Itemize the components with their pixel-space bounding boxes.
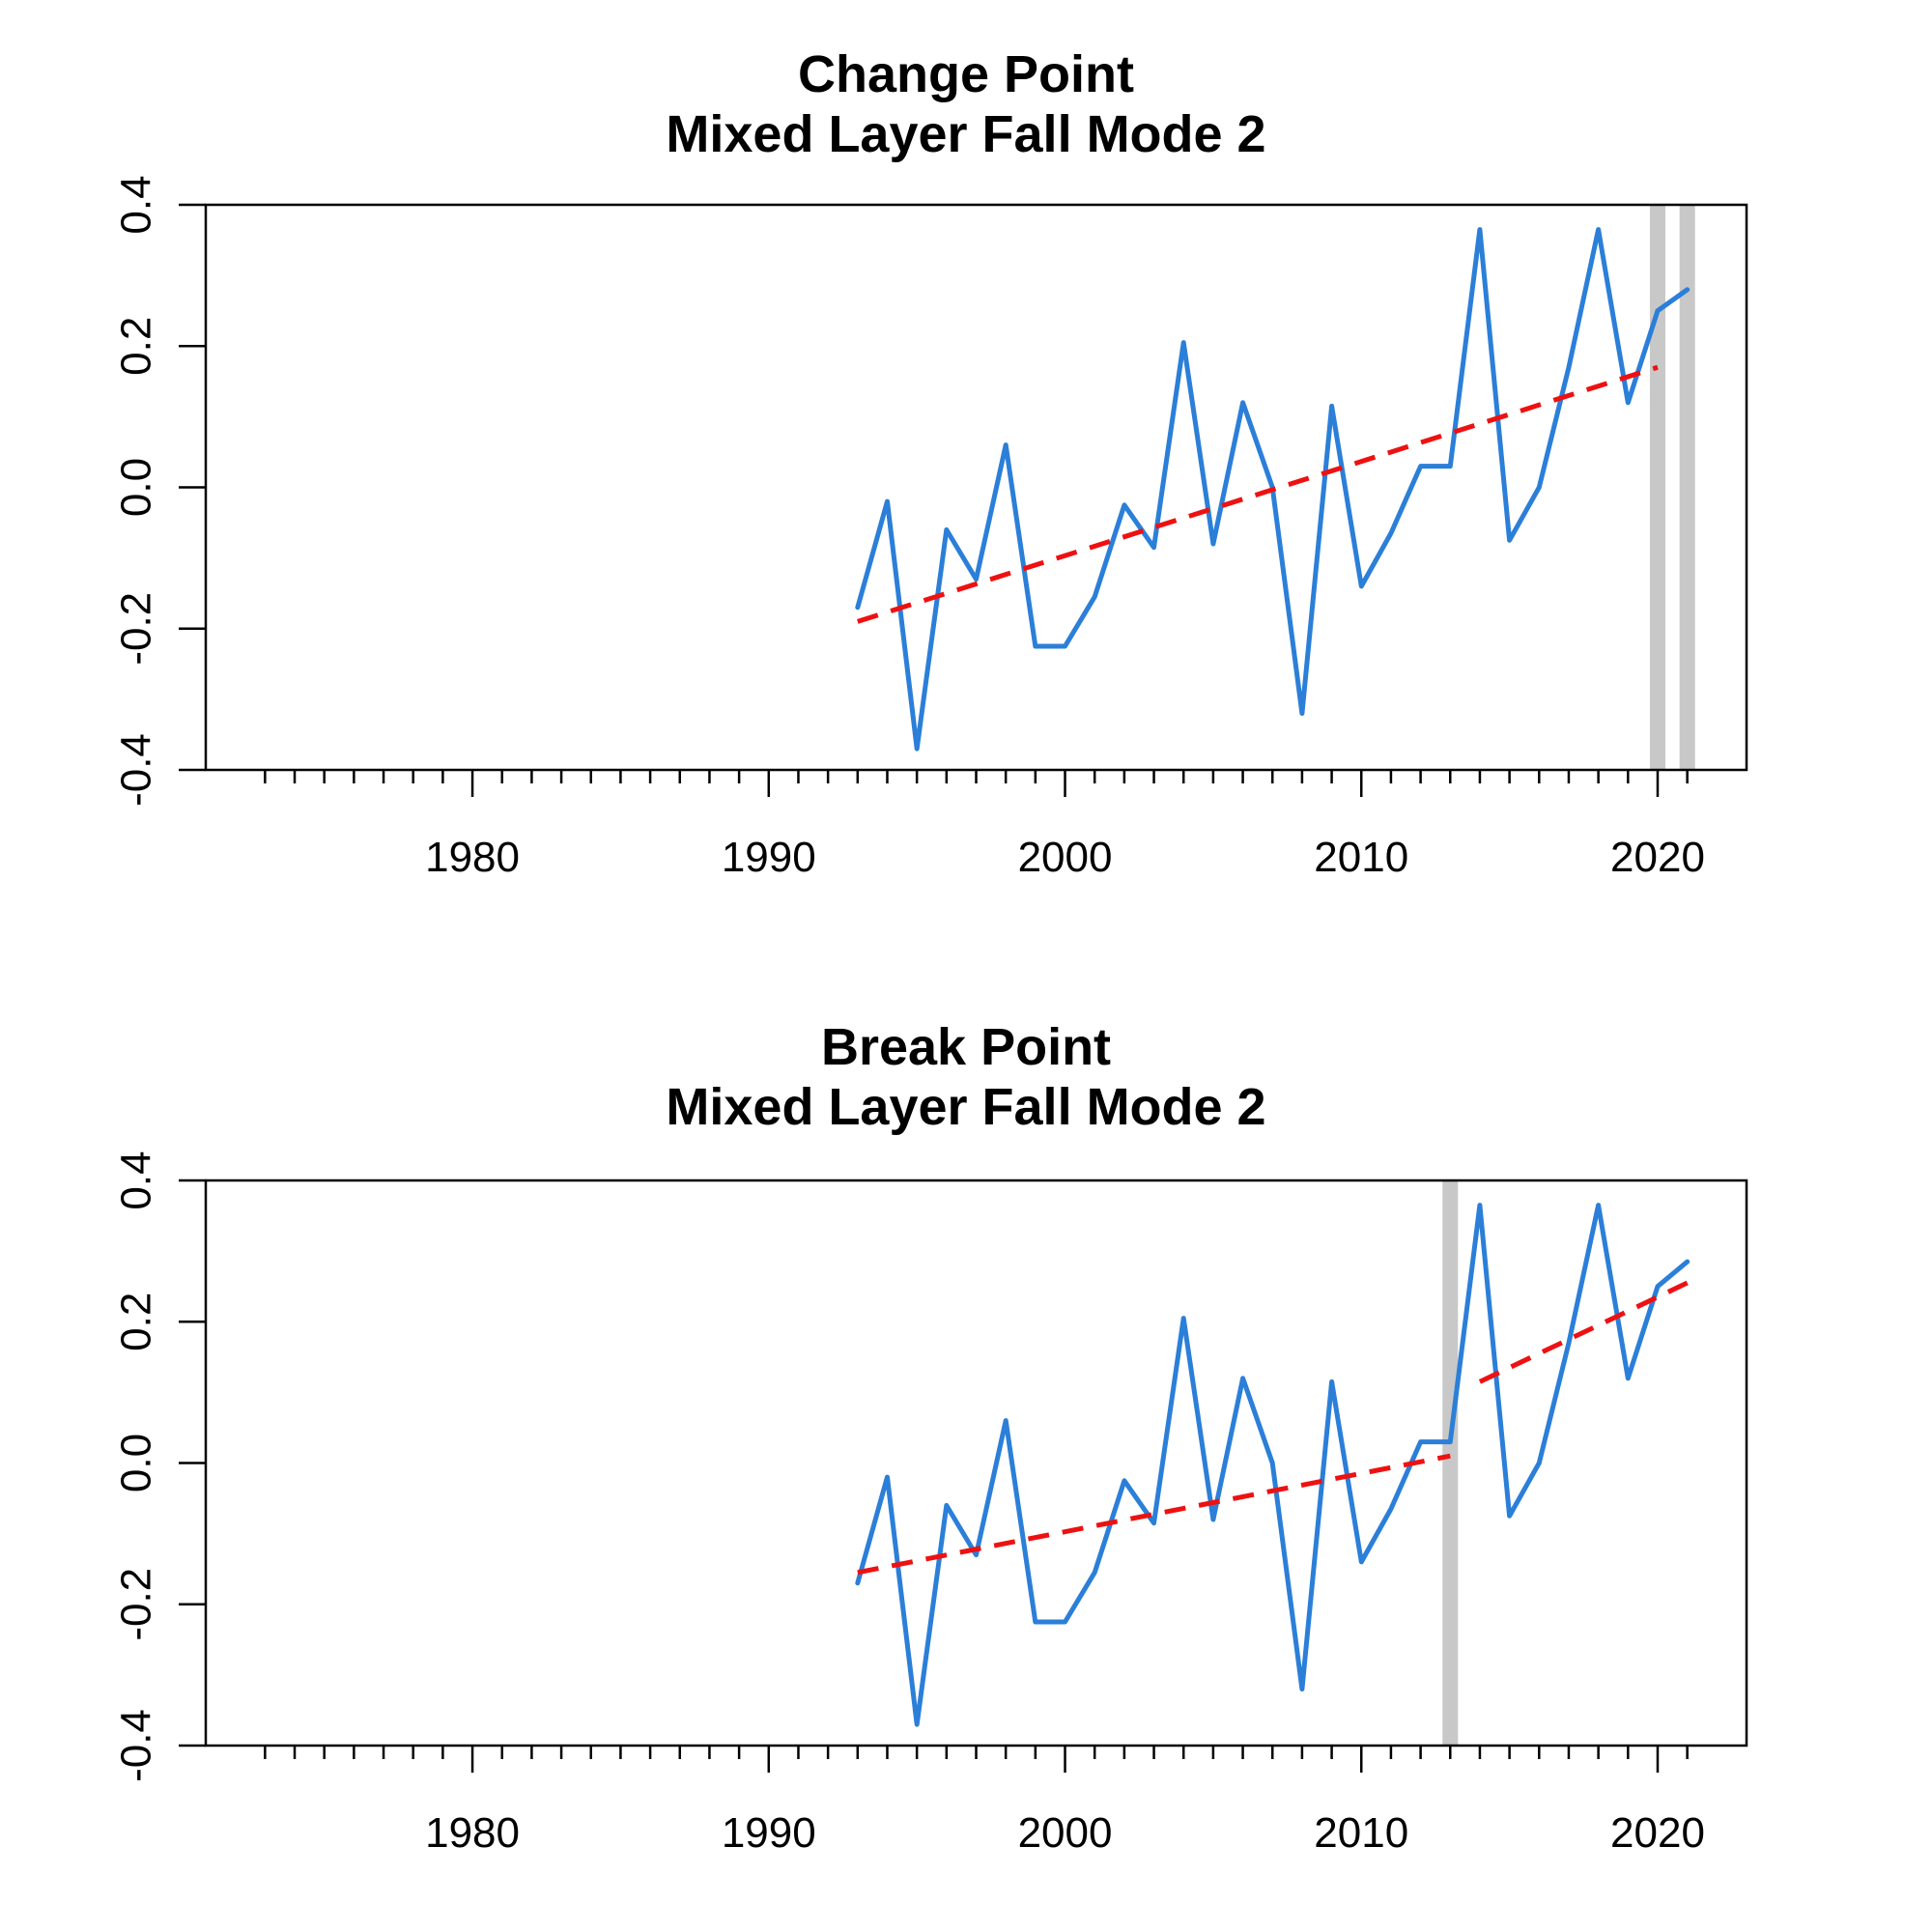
y-tick-label: -0.2 [113,1568,160,1641]
panel-2-subtitle: Mixed Layer Fall Mode 2 [666,1078,1265,1136]
panel-break-point: Break Point Mixed Layer Fall Mode 2 -0.4… [113,1018,1748,1857]
x-tick-label: 2000 [1018,1809,1113,1857]
y-tick-label: 0.4 [113,175,160,234]
panel-1-title: Change Point [798,45,1134,103]
trend-line-1 [857,1453,1451,1576]
x-tick-label: 1980 [425,1809,520,1857]
x-tick-label: 1990 [722,834,816,881]
trend-line-2 [1478,1280,1689,1384]
panel-change-point: Change Point Mixed Layer Fall Mode 2 -0.… [113,45,1748,881]
trend-line-1 [857,364,1659,624]
panel-2-plot-area: -0.4 -0.2 0.0 0.2 0.4 1980 1990 2000 2010 2020 [113,1151,1748,1857]
x-tick-label: 2020 [1610,834,1705,881]
x-tick-label: 2010 [1314,834,1408,881]
x-tick-label: 2000 [1018,834,1113,881]
plot-frame [204,1179,1748,1747]
plot-frame [204,203,1748,772]
x-tick-label: 1980 [425,834,520,881]
series-line [855,1203,1690,1727]
panel-1-subtitle: Mixed Layer Fall Mode 2 [666,105,1265,163]
panel-1-plot-area: -0.4 -0.2 0.0 0.2 0.4 1980 1990 2000 2010 2020 [113,175,1748,881]
x-tick-label: 1990 [722,1809,816,1857]
y-tick-label: 0.2 [113,317,160,376]
y-tick-label: 0.0 [113,458,160,517]
y-tick-label: -0.2 [113,592,160,666]
y-tick-label: -0.4 [113,733,160,807]
y-tick-label: -0.4 [113,1709,160,1782]
y-tick-label: 0.4 [113,1151,160,1209]
panel-2-title: Break Point [821,1018,1111,1076]
x-tick-label: 2010 [1314,1809,1408,1857]
y-tick-label: 0.2 [113,1293,160,1351]
x-tick-label: 2020 [1610,1809,1705,1857]
y-tick-label: 0.0 [113,1434,160,1492]
